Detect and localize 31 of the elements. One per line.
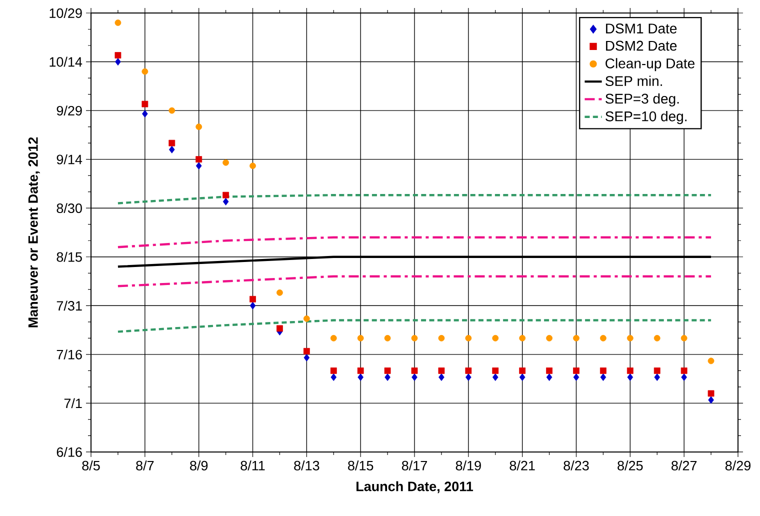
y-tick-label: 6/16 <box>56 447 82 457</box>
legend-label: SEP=10 deg. <box>606 111 686 124</box>
x-tick-label: 8/25 <box>618 460 643 470</box>
x-tick-label: 8/5 <box>82 460 100 470</box>
x-tick-label: 8/17 <box>402 460 427 470</box>
y-tick-label: 7/31 <box>56 300 82 311</box>
y-tick-label: 10/14 <box>50 56 82 67</box>
x-tick-label: 8/13 <box>294 460 320 470</box>
x-tick-label: 8/27 <box>672 460 697 470</box>
x-tick-label: 8/21 <box>510 460 535 470</box>
y-tick-label: 8/30 <box>56 203 82 214</box>
x-tick-label: 8/23 <box>564 460 589 470</box>
x-tick-label: 8/15 <box>348 460 374 470</box>
y-tick-label: 10/29 <box>50 8 82 18</box>
x-tick-label: 8/19 <box>456 460 481 470</box>
y-tick-label: 7/1 <box>64 398 82 408</box>
legend-label: DSM1 Date <box>606 24 677 34</box>
x-tick-label: 8/11 <box>240 460 265 470</box>
y-tick-label: 9/29 <box>56 106 82 116</box>
y-tick-label: 7/16 <box>56 349 82 360</box>
x-tick-label: 8/7 <box>136 460 154 470</box>
legend-label: SEP=3 deg. <box>606 93 679 106</box>
y-tick-label: 9/14 <box>56 154 82 164</box>
x-tick-label: 8/29 <box>725 460 750 470</box>
legend-label: Clean-up Date <box>606 58 695 72</box>
y-tick-label: 8/15 <box>56 252 82 262</box>
legend-label: DSM2 Date <box>606 40 677 51</box>
legend-label: SEP min. <box>606 76 662 86</box>
x-axis-title: Launch Date, 2011 <box>356 481 474 494</box>
x-tick-label: 8/9 <box>190 460 208 470</box>
y-axis-title: Maneuver or Event Date, 2012 <box>28 137 40 328</box>
